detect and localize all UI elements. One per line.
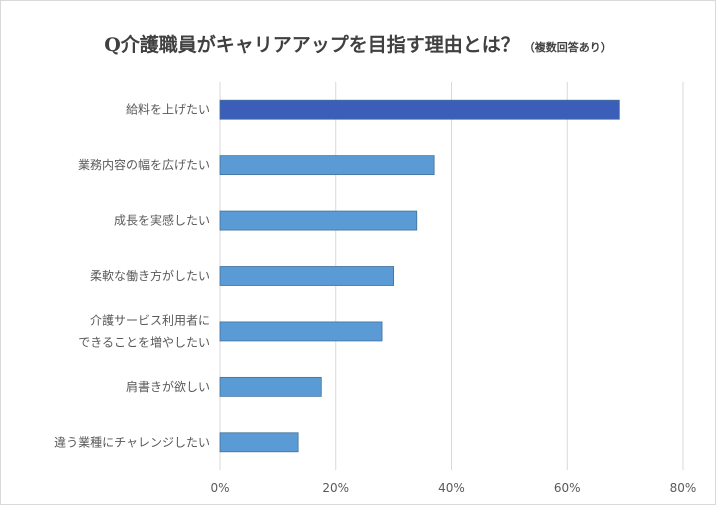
category-label: 業務内容の幅を広げたい xyxy=(78,157,210,172)
bar xyxy=(219,266,395,286)
x-tick-label: 20% xyxy=(322,481,349,495)
bar xyxy=(219,432,299,453)
bar xyxy=(219,99,620,120)
x-tick-label: 60% xyxy=(554,481,581,495)
bar xyxy=(219,376,322,397)
category-label: 肩書きが欲しい xyxy=(126,379,210,394)
bar xyxy=(219,155,435,176)
category-label: 成長を実感したい xyxy=(114,213,210,228)
category-label: 柔軟な働き方がしたい xyxy=(90,268,210,283)
chart-title-main: Q介護職員がキャリアアップを目指す理由とは？ xyxy=(104,34,520,56)
category-label: 違う業種にチャレンジしたい xyxy=(54,435,210,449)
chart-subtitle: （複数回答あり） xyxy=(523,41,612,54)
x-tick-label: 0% xyxy=(210,481,229,495)
bar xyxy=(219,210,418,231)
chart-title: Q介護職員がキャリアアップを目指す理由とは？ （複数回答あり） xyxy=(0,30,716,57)
x-tick-label: 80% xyxy=(670,481,697,495)
x-tick-label: 40% xyxy=(438,481,465,495)
bar xyxy=(219,321,383,342)
category-label: 介護サービス利用者に xyxy=(90,312,210,327)
category-label: 給料を上げたい xyxy=(126,103,210,117)
category-label: できることを増やしたい xyxy=(78,335,210,349)
